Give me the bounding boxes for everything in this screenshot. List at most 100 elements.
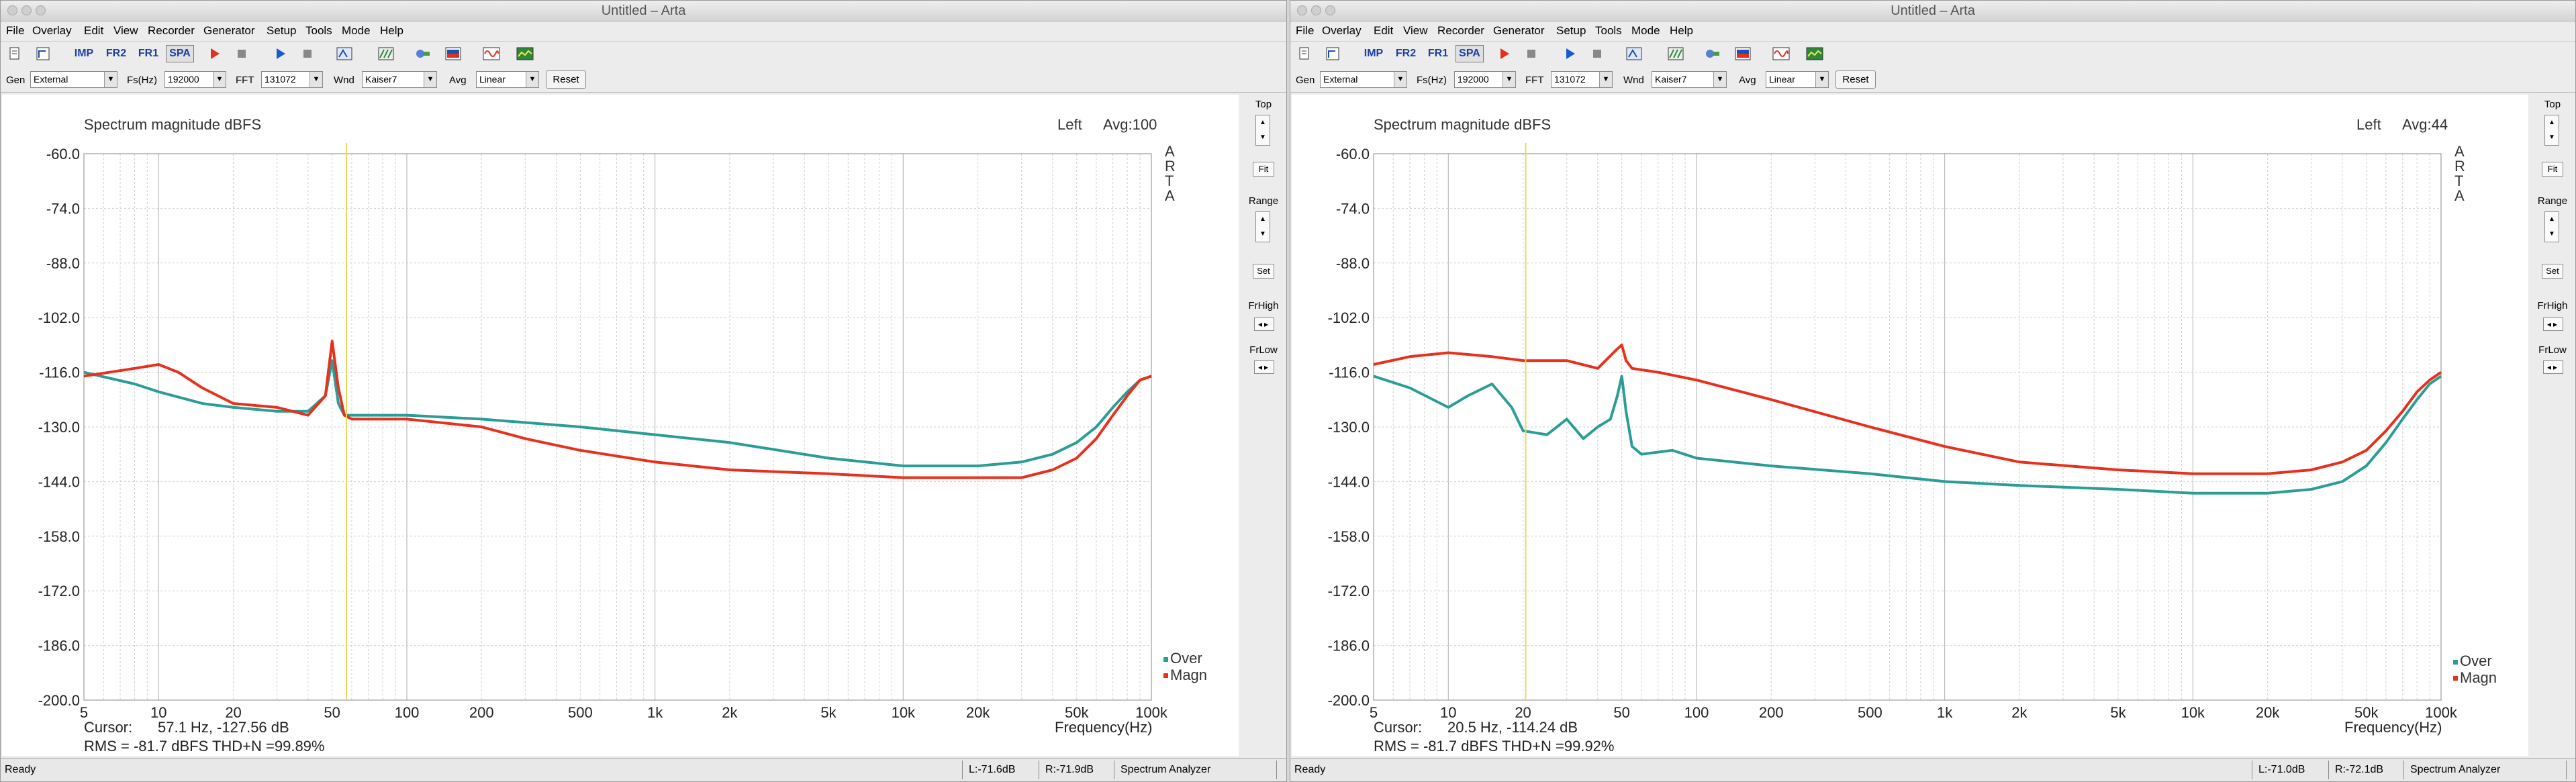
- play-icon[interactable]: [272, 45, 289, 62]
- menu-help[interactable]: Help: [380, 24, 403, 37]
- menu-generator[interactable]: Generator: [1493, 24, 1545, 37]
- new-file-icon[interactable]: [6, 45, 23, 62]
- new-file-icon[interactable]: [1296, 45, 1313, 62]
- flag-icon[interactable]: [444, 45, 463, 62]
- minimize-window-button[interactable]: [1311, 5, 1321, 15]
- options-bar: Gen External ▼ Fs(Hz) 192000 ▼ FFT 131072 ▼…: [1, 68, 1286, 93]
- wnd-select[interactable]: Kaiser7 ▼: [362, 71, 437, 88]
- record-icon[interactable]: [206, 45, 224, 62]
- cursor-label: Cursor:: [84, 719, 132, 736]
- play-icon[interactable]: [1562, 45, 1579, 62]
- menu-overlay[interactable]: Overlay: [1322, 24, 1362, 37]
- menu-setup[interactable]: Setup: [1556, 24, 1586, 37]
- fit-button[interactable]: Fit: [2542, 162, 2563, 177]
- imp-mode-icon[interactable]: IMP: [1364, 48, 1384, 59]
- y-tick-label: -158.0: [38, 528, 80, 545]
- record-icon[interactable]: [1496, 45, 1513, 62]
- menu-recorder[interactable]: Recorder: [1437, 24, 1484, 37]
- menu-mode[interactable]: Mode: [1631, 24, 1660, 37]
- frhigh-buttons[interactable]: ◂▸: [2543, 317, 2563, 331]
- frhigh-buttons[interactable]: ◂▸: [1254, 317, 1274, 331]
- wnd-select[interactable]: Kaiser7 ▼: [1652, 71, 1727, 88]
- menu-overlay[interactable]: Overlay: [32, 24, 72, 37]
- stop-play-icon[interactable]: [1588, 45, 1606, 62]
- menu-file[interactable]: File: [1296, 24, 1315, 37]
- abc-icon[interactable]: [1625, 45, 1643, 62]
- avg-select[interactable]: Linear ▼: [476, 71, 539, 88]
- gen-select[interactable]: External ▼: [30, 71, 117, 88]
- fr1-mode-icon[interactable]: FR1: [138, 48, 159, 59]
- spectrum-icon[interactable]: [515, 45, 535, 62]
- fr1-mode-icon[interactable]: FR1: [1427, 48, 1449, 59]
- menu-mode[interactable]: Mode: [342, 24, 371, 37]
- chevron-down-icon: ▼: [1394, 72, 1406, 87]
- select-arrow-icon[interactable]: [34, 45, 52, 62]
- flag-icon[interactable]: [1733, 45, 1752, 62]
- avg-select[interactable]: Linear ▼: [1766, 71, 1829, 88]
- frhigh-label: FrHigh: [2537, 300, 2568, 311]
- fs-select[interactable]: 192000 ▼: [164, 71, 226, 88]
- range-spinner[interactable]: ▲ ▼: [2544, 211, 2559, 242]
- arta-letter: T: [1165, 173, 1174, 189]
- pattern-icon[interactable]: [1666, 45, 1685, 62]
- wave-icon[interactable]: [481, 45, 502, 62]
- arta-window-right: Untitled – Arta File Overlay Edit View R…: [1290, 0, 2576, 782]
- close-window-button[interactable]: [1297, 5, 1307, 15]
- stop-play-icon[interactable]: [299, 45, 316, 62]
- menu-tools[interactable]: Tools: [1595, 24, 1622, 37]
- y-tick-label: -74.0: [1336, 200, 1370, 217]
- set-button[interactable]: Set: [1253, 264, 1274, 279]
- fr2-mode-icon[interactable]: FR2: [1395, 48, 1417, 59]
- menu-tools[interactable]: Tools: [305, 24, 332, 37]
- close-window-button[interactable]: [7, 5, 17, 15]
- abc-icon[interactable]: [335, 45, 354, 62]
- gen-select[interactable]: External ▼: [1320, 71, 1407, 88]
- y-tick-label: -60.0: [1336, 146, 1370, 162]
- spa-mode-icon[interactable]: SPA: [166, 45, 194, 62]
- fft-select[interactable]: 131072 ▼: [1551, 71, 1613, 88]
- fft-select[interactable]: 131072 ▼: [261, 71, 323, 88]
- select-arrow-icon[interactable]: [1324, 45, 1341, 62]
- pattern-icon[interactable]: [377, 45, 395, 62]
- menu-generator[interactable]: Generator: [203, 24, 255, 37]
- menu-edit[interactable]: Edit: [84, 24, 104, 37]
- reset-button[interactable]: Reset: [1835, 70, 1876, 89]
- frlow-buttons[interactable]: ◂▸: [1254, 360, 1274, 374]
- title-bar[interactable]: Untitled – Arta: [1290, 1, 2575, 21]
- menu-recorder[interactable]: Recorder: [148, 24, 195, 37]
- frlow-buttons[interactable]: ◂▸: [2543, 360, 2563, 374]
- imp-mode-icon[interactable]: IMP: [74, 48, 94, 59]
- legend-magn: Magn: [2460, 669, 2497, 686]
- menu-setup[interactable]: Setup: [267, 24, 297, 37]
- link-icon[interactable]: [1703, 45, 1722, 62]
- menu-edit[interactable]: Edit: [1374, 24, 1394, 37]
- stop-icon[interactable]: [1523, 45, 1540, 62]
- stop-icon[interactable]: [233, 45, 250, 62]
- menu-view[interactable]: View: [113, 24, 138, 37]
- spectrum-plot[interactable]: -60.0 -74.0 -88.0 -102.0 -116.0 -130.0 -144.0 -…: [1292, 95, 2528, 756]
- set-button[interactable]: Set: [2542, 264, 2563, 279]
- spectrum-plot[interactable]: -60.0 -74.0 -88.0 -102.0 -116.0 -130.0 -144.0 -…: [2, 95, 1239, 756]
- menu-help[interactable]: Help: [1670, 24, 1693, 37]
- arta-letter: A: [2454, 187, 2465, 204]
- minimize-window-button[interactable]: [21, 5, 32, 15]
- fit-button[interactable]: Fit: [1253, 162, 1274, 177]
- y-tick-label: -186.0: [38, 638, 80, 654]
- zoom-window-button[interactable]: [1325, 5, 1335, 15]
- fr2-mode-icon[interactable]: FR2: [105, 48, 127, 59]
- menu-view[interactable]: View: [1403, 24, 1428, 37]
- reset-button[interactable]: Reset: [546, 70, 586, 89]
- menu-file[interactable]: File: [6, 24, 25, 37]
- link-icon[interactable]: [414, 45, 432, 62]
- spectrum-icon[interactable]: [1805, 45, 1825, 62]
- top-spinner[interactable]: ▲ ▼: [1255, 115, 1270, 146]
- spa-mode-icon[interactable]: SPA: [1456, 45, 1484, 62]
- gen-value: External: [1323, 74, 1358, 85]
- fs-select[interactable]: 192000 ▼: [1454, 71, 1516, 88]
- zoom-window-button[interactable]: [36, 5, 46, 15]
- wave-icon[interactable]: [1771, 45, 1791, 62]
- top-spinner[interactable]: ▲ ▼: [2544, 115, 2559, 146]
- title-bar[interactable]: Untitled – Arta: [1, 1, 1286, 21]
- range-spinner[interactable]: ▲ ▼: [1255, 211, 1270, 242]
- x-tick-label: 200: [1759, 704, 1784, 721]
